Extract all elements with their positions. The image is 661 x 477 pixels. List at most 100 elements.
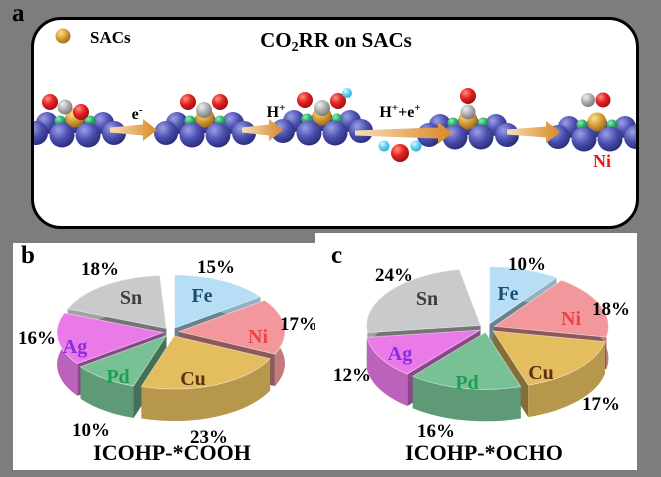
slice-percent-label-ag: 16% bbox=[18, 328, 56, 349]
panel-c-pie-ocho: Fe 10% Ni 18% Cu 17% Pd 16% Ag 12% Sn 24% c ICOHP-*… bbox=[315, 233, 637, 470]
slice-name-label-ni: Ni bbox=[561, 308, 581, 330]
slice-percent-label-ni: 17% bbox=[280, 314, 315, 335]
atom-sphere bbox=[57, 99, 73, 115]
pie-slice-rim bbox=[412, 376, 521, 422]
single-atom-site bbox=[587, 112, 607, 132]
atom-sphere bbox=[581, 93, 595, 107]
slice-percent-label-sn: 24% bbox=[375, 265, 413, 286]
pie-slice-top-ag bbox=[366, 329, 481, 375]
panel-a-letter: a bbox=[12, 0, 25, 27]
support-atom bbox=[75, 122, 101, 148]
pie-slice-top-fe bbox=[489, 266, 558, 325]
slice-name-label-ag: Ag bbox=[63, 336, 87, 358]
sacs-legend-label: SACs bbox=[90, 28, 131, 47]
arrow-label-electron: e- bbox=[132, 104, 143, 123]
support-atom bbox=[322, 120, 348, 146]
support-atom bbox=[154, 121, 178, 145]
pie-b-title: ICOHP-*COOH bbox=[93, 440, 251, 465]
pie-slice-top-sn bbox=[366, 268, 482, 334]
pie-slice-top-pd bbox=[411, 331, 522, 390]
slice-percent-label-cu: 17% bbox=[582, 394, 620, 415]
reaction-arrow bbox=[355, 122, 452, 144]
support-atom bbox=[34, 121, 48, 145]
adsorbed-cooh bbox=[297, 88, 352, 116]
slice-percent-label-fe: 10% bbox=[508, 254, 546, 275]
pie-slice-top-ni bbox=[493, 279, 609, 338]
reaction-arrow bbox=[242, 119, 283, 141]
pie-slice-top-fe bbox=[174, 274, 262, 329]
slice-percent-label-fe: 15% bbox=[197, 257, 235, 278]
pie-slice-rim bbox=[141, 358, 271, 421]
atom-sphere bbox=[180, 94, 196, 110]
co-gas-molecule bbox=[581, 92, 611, 108]
atom-sphere bbox=[460, 88, 476, 104]
pie-slice-top-ag bbox=[56, 312, 165, 365]
molecular-models-layer bbox=[34, 88, 636, 162]
adsorbed-co bbox=[460, 88, 476, 120]
hydrogen-atom bbox=[378, 140, 390, 152]
pie-slice-top-ni bbox=[177, 299, 286, 355]
atom-sphere bbox=[342, 88, 352, 98]
slice-name-label-fe: Fe bbox=[191, 285, 212, 307]
slice-name-label-sn: Sn bbox=[120, 287, 142, 309]
atom-sphere bbox=[73, 104, 89, 120]
pie-slice-top-pd bbox=[79, 334, 168, 387]
co2-gas-molecule bbox=[42, 94, 89, 120]
support-atom bbox=[597, 126, 623, 152]
pie-slice-rim bbox=[366, 337, 408, 406]
panel-b-pie-cooh: Fe 15% Ni 17% Cu 23% Pd 10% Ag 16% Sn 18% b ICOHP-*… bbox=[13, 243, 315, 470]
pie-slice-top-sn bbox=[66, 275, 167, 329]
reaction-arrow bbox=[507, 121, 560, 143]
pie-slice-top-cu bbox=[492, 330, 606, 386]
atom-sphere bbox=[212, 94, 228, 110]
atom-sphere bbox=[196, 102, 212, 118]
support-atom bbox=[296, 120, 322, 146]
pie-slice-top-cu bbox=[140, 335, 271, 390]
slice-percent-label-sn: 18% bbox=[81, 259, 119, 280]
atom-sphere bbox=[595, 92, 611, 108]
catalyst-cluster bbox=[34, 108, 126, 148]
support-atom bbox=[49, 122, 75, 148]
slice-name-label-pd: Pd bbox=[455, 372, 478, 394]
support-atom bbox=[468, 124, 494, 150]
panel-a-reaction-scheme: SACs CO2RR on SACs e- H+ H++e+ Ni bbox=[31, 17, 639, 229]
slice-name-label-sn: Sn bbox=[416, 288, 438, 310]
adsorbed-co2 bbox=[180, 94, 228, 118]
atom-sphere bbox=[330, 93, 346, 109]
support-atom bbox=[495, 123, 519, 147]
pie-slice-rim bbox=[80, 366, 134, 418]
pie-c-title: ICOHP-*OCHO bbox=[405, 440, 563, 465]
reaction-scheme-canvas: SACs CO2RR on SACs e- H+ H++e+ Ni bbox=[34, 28, 636, 171]
slice-percent-label-ni: 18% bbox=[592, 299, 630, 320]
water-molecule bbox=[378, 140, 422, 162]
slice-percent-label-ag: 12% bbox=[333, 365, 371, 386]
panel-b-letter: b bbox=[21, 242, 35, 269]
product-element-label: Ni bbox=[593, 151, 611, 171]
oxygen-atom bbox=[391, 144, 409, 162]
slice-name-label-ag: Ag bbox=[388, 343, 412, 365]
catalyst-cluster bbox=[417, 110, 519, 150]
slice-name-label-cu: Cu bbox=[528, 362, 554, 384]
support-atom bbox=[205, 122, 231, 148]
atom-sphere bbox=[42, 94, 58, 110]
support-atom bbox=[624, 125, 636, 149]
support-atom bbox=[271, 119, 295, 143]
scheme-title: CO2RR on SACs bbox=[260, 28, 412, 55]
gold-sphere-icon bbox=[55, 28, 71, 44]
atom-sphere bbox=[297, 92, 313, 108]
reaction-arrow bbox=[110, 119, 157, 141]
slice-percent-label-pd: 10% bbox=[72, 420, 110, 441]
atom-sphere bbox=[314, 100, 330, 116]
slice-percent-label-pd: 16% bbox=[417, 421, 455, 442]
hydrogen-atom bbox=[410, 140, 422, 152]
slice-name-label-cu: Cu bbox=[180, 368, 206, 390]
arrow-label-proton-electron: H++e+ bbox=[379, 102, 420, 121]
pie-slice-rim bbox=[528, 341, 605, 418]
slice-name-label-fe: Fe bbox=[497, 283, 518, 305]
panel-c-letter: c bbox=[331, 242, 343, 269]
slice-name-label-ni: Ni bbox=[248, 326, 268, 348]
arrow-label-proton: H+ bbox=[267, 102, 286, 121]
